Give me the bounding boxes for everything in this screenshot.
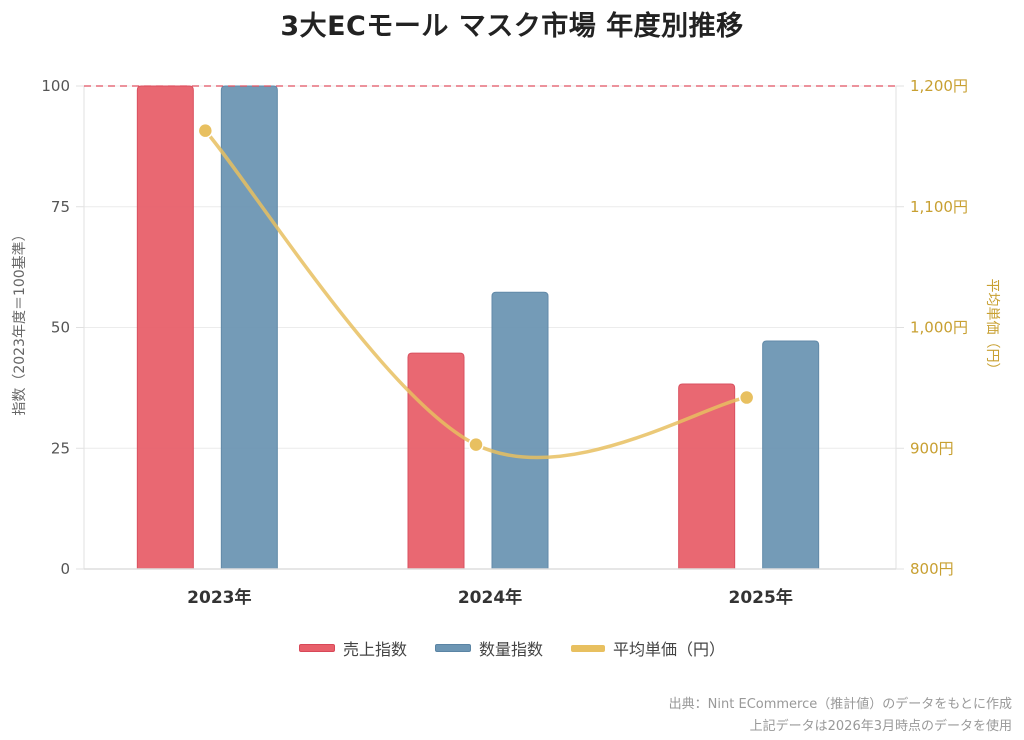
footer: 出典：Nint ECommerce（推計値）のデータをもとに作成 上記データは2… — [669, 694, 1012, 738]
y-tick-label: 0 — [60, 560, 70, 578]
y2-axis-title: 平均単価（円） — [984, 279, 1000, 377]
y-tick-label: 75 — [51, 198, 70, 216]
legend-item-volume[interactable]: 数量指数 — [434, 636, 543, 660]
point-avg-price-2023年 — [197, 122, 214, 139]
y2-tick-label: 900円 — [910, 439, 954, 457]
legend-label-volume: 数量指数 — [478, 640, 543, 659]
legend-item-sales[interactable]: 売上指数 — [298, 636, 407, 660]
bar-volume-2023年 — [220, 85, 278, 570]
bar-sales-2023年 — [136, 85, 194, 570]
bar-sales-2024年 — [407, 352, 465, 570]
y2-tick-label: 1,100円 — [910, 198, 968, 216]
legend-item-avg-price[interactable]: 平均単価（円） — [571, 636, 725, 660]
chart-title: 3大ECモール マスク市場 年度別推移 — [280, 11, 744, 42]
legend-swatch-sales — [298, 644, 335, 652]
axis-layer: 0 25 50 75 100 800円 900円 1,000円 1,100円 1,200円 2023… — [11, 77, 1000, 608]
legend-label-sales: 売上指数 — [342, 640, 407, 659]
x-tick-label: 2023年 — [187, 587, 251, 608]
bar-sales-2025年 — [678, 383, 736, 570]
y-axis-title: 指数（2023年度＝100基準） — [11, 227, 28, 415]
y2-tick-label: 1,200円 — [910, 77, 968, 95]
y-tick-label: 50 — [51, 319, 70, 337]
source-note: 出典：Nint ECommerce（推計値）のデータをもとに作成 — [668, 697, 1012, 712]
bar-volume-2024年 — [491, 291, 549, 570]
x-tick-label: 2025年 — [729, 587, 793, 608]
y2-tick-label: 1,000円 — [910, 319, 968, 337]
x-tick-label: 2024年 — [458, 587, 522, 608]
bars-layer — [136, 85, 820, 570]
point-avg-price-2024年 — [468, 436, 484, 453]
legend-swatch-volume — [434, 644, 471, 652]
line-avg-price — [203, 128, 749, 460]
data-date-note: 上記データは2026年3月時点のデータを使用 — [749, 719, 1012, 734]
legend: 売上指数 数量指数 平均単価（円） — [0, 636, 1024, 660]
bar-volume-2025年 — [762, 340, 820, 570]
legend-swatch-avg-price — [571, 644, 605, 652]
legend-label-avg-price: 平均単価（円） — [613, 640, 726, 659]
line-layer — [197, 122, 755, 460]
y2-tick-label: 800円 — [910, 560, 954, 578]
point-avg-price-2025年 — [738, 389, 755, 406]
y-tick-label: 25 — [51, 439, 70, 457]
y-tick-label: 100 — [41, 77, 70, 95]
